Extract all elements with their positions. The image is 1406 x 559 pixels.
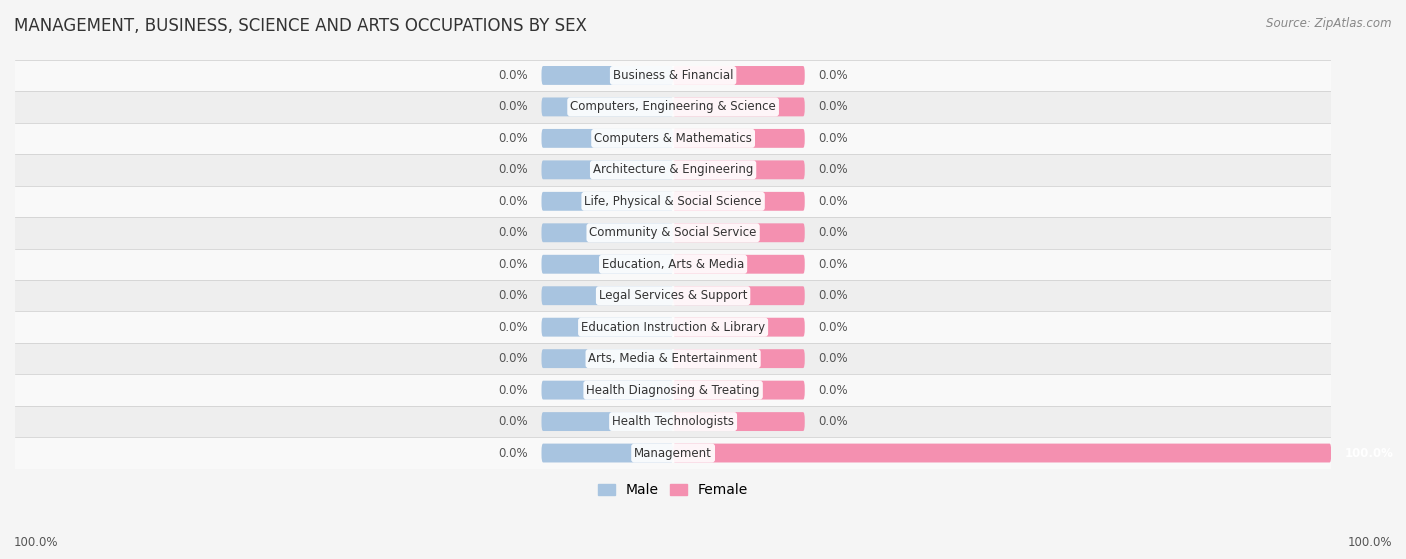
Text: 0.0%: 0.0% (499, 132, 529, 145)
Text: 0.0%: 0.0% (818, 352, 848, 365)
FancyBboxPatch shape (673, 349, 804, 368)
FancyBboxPatch shape (541, 66, 673, 85)
FancyBboxPatch shape (541, 255, 673, 274)
FancyBboxPatch shape (673, 160, 804, 179)
Text: 0.0%: 0.0% (499, 226, 529, 239)
Text: 0.0%: 0.0% (818, 258, 848, 271)
Text: 0.0%: 0.0% (818, 383, 848, 396)
Text: 0.0%: 0.0% (818, 415, 848, 428)
FancyBboxPatch shape (673, 224, 804, 242)
FancyBboxPatch shape (541, 129, 673, 148)
Text: Health Technologists: Health Technologists (612, 415, 734, 428)
Text: 0.0%: 0.0% (499, 352, 529, 365)
Text: Business & Financial: Business & Financial (613, 69, 734, 82)
Text: 0.0%: 0.0% (499, 383, 529, 396)
FancyBboxPatch shape (673, 444, 1331, 462)
Bar (15, 406, 1331, 437)
Text: 0.0%: 0.0% (818, 163, 848, 176)
Text: 0.0%: 0.0% (499, 195, 529, 208)
FancyBboxPatch shape (541, 444, 673, 462)
FancyBboxPatch shape (541, 286, 673, 305)
Bar (15, 91, 1331, 122)
FancyBboxPatch shape (541, 97, 673, 116)
Bar (15, 154, 1331, 186)
FancyBboxPatch shape (541, 381, 673, 400)
Text: 0.0%: 0.0% (818, 226, 848, 239)
Text: 0.0%: 0.0% (499, 101, 529, 113)
Text: Computers & Mathematics: Computers & Mathematics (595, 132, 752, 145)
Legend: Male, Female: Male, Female (592, 477, 754, 503)
FancyBboxPatch shape (673, 255, 804, 274)
FancyBboxPatch shape (673, 412, 804, 431)
Text: 0.0%: 0.0% (499, 163, 529, 176)
Bar (15, 217, 1331, 249)
FancyBboxPatch shape (541, 160, 673, 179)
Text: Health Diagnosing & Treating: Health Diagnosing & Treating (586, 383, 759, 396)
Text: Arts, Media & Entertainment: Arts, Media & Entertainment (589, 352, 758, 365)
Bar (15, 375, 1331, 406)
FancyBboxPatch shape (673, 286, 804, 305)
FancyBboxPatch shape (673, 129, 804, 148)
Text: 0.0%: 0.0% (818, 69, 848, 82)
Text: 0.0%: 0.0% (818, 101, 848, 113)
Text: Management: Management (634, 447, 711, 459)
Bar (15, 122, 1331, 154)
FancyBboxPatch shape (673, 318, 804, 337)
Text: 0.0%: 0.0% (499, 415, 529, 428)
FancyBboxPatch shape (673, 97, 804, 116)
FancyBboxPatch shape (541, 412, 673, 431)
Text: Education Instruction & Library: Education Instruction & Library (581, 321, 765, 334)
Text: Source: ZipAtlas.com: Source: ZipAtlas.com (1267, 17, 1392, 30)
Text: 0.0%: 0.0% (818, 195, 848, 208)
Bar (15, 343, 1331, 375)
Text: 100.0%: 100.0% (1344, 447, 1393, 459)
Text: Education, Arts & Media: Education, Arts & Media (602, 258, 744, 271)
Text: MANAGEMENT, BUSINESS, SCIENCE AND ARTS OCCUPATIONS BY SEX: MANAGEMENT, BUSINESS, SCIENCE AND ARTS O… (14, 17, 586, 35)
Text: 0.0%: 0.0% (499, 321, 529, 334)
FancyBboxPatch shape (541, 224, 673, 242)
Text: Computers, Engineering & Science: Computers, Engineering & Science (571, 101, 776, 113)
FancyBboxPatch shape (673, 381, 804, 400)
Bar (15, 437, 1331, 469)
Text: Architecture & Engineering: Architecture & Engineering (593, 163, 754, 176)
Text: 0.0%: 0.0% (818, 321, 848, 334)
Text: Community & Social Service: Community & Social Service (589, 226, 756, 239)
Bar (15, 186, 1331, 217)
Bar (15, 60, 1331, 91)
Text: Legal Services & Support: Legal Services & Support (599, 289, 748, 302)
FancyBboxPatch shape (673, 66, 804, 85)
FancyBboxPatch shape (541, 192, 673, 211)
Text: 0.0%: 0.0% (499, 69, 529, 82)
Text: Life, Physical & Social Science: Life, Physical & Social Science (585, 195, 762, 208)
Text: 0.0%: 0.0% (499, 258, 529, 271)
Text: 100.0%: 100.0% (14, 536, 59, 549)
Text: 0.0%: 0.0% (499, 289, 529, 302)
Text: 0.0%: 0.0% (499, 447, 529, 459)
Text: 0.0%: 0.0% (818, 289, 848, 302)
Bar (15, 249, 1331, 280)
FancyBboxPatch shape (673, 192, 804, 211)
Text: 100.0%: 100.0% (1347, 536, 1392, 549)
Bar (15, 311, 1331, 343)
FancyBboxPatch shape (541, 318, 673, 337)
Text: 0.0%: 0.0% (818, 132, 848, 145)
FancyBboxPatch shape (541, 349, 673, 368)
Bar (15, 280, 1331, 311)
